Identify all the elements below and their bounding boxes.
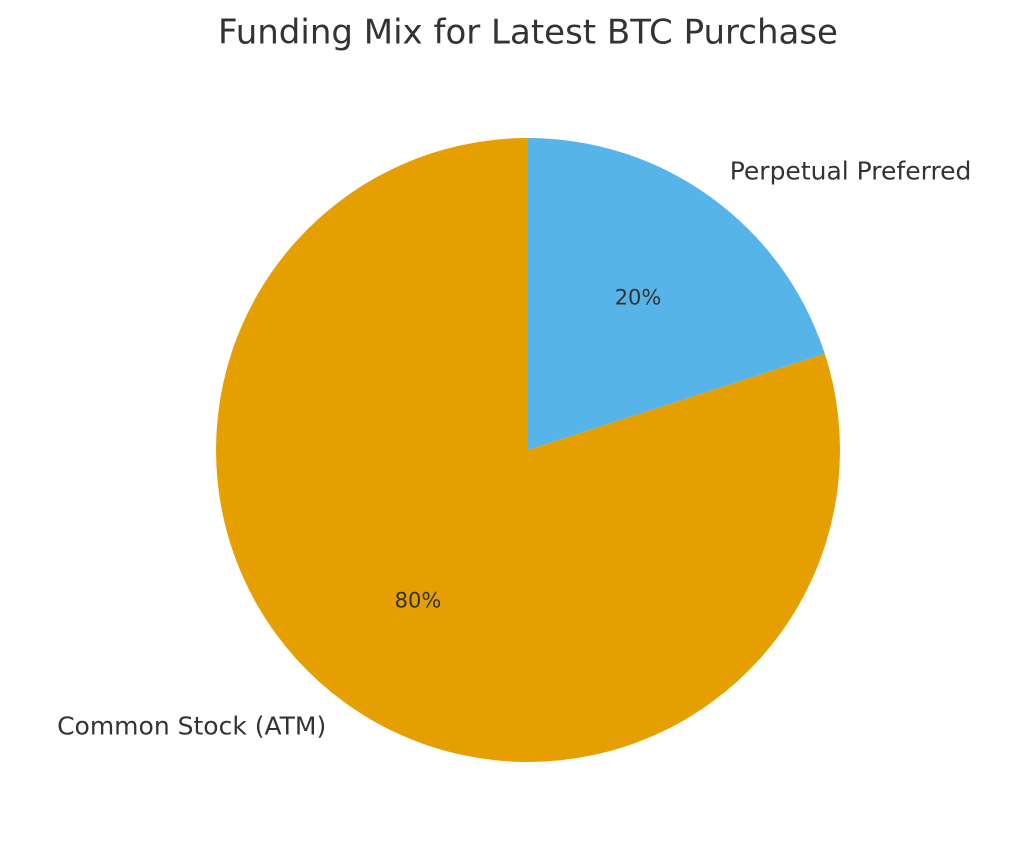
slice-label: Common Stock (ATM) bbox=[57, 712, 326, 741]
pie-slice bbox=[215, 138, 840, 763]
chart-title: Funding Mix for Latest BTC Purchase bbox=[218, 13, 838, 53]
slice-label: Perpetual Preferred bbox=[730, 156, 972, 185]
pie-slice bbox=[528, 138, 825, 450]
value-label: 20% bbox=[615, 286, 662, 310]
value-label: 80% bbox=[395, 588, 442, 612]
